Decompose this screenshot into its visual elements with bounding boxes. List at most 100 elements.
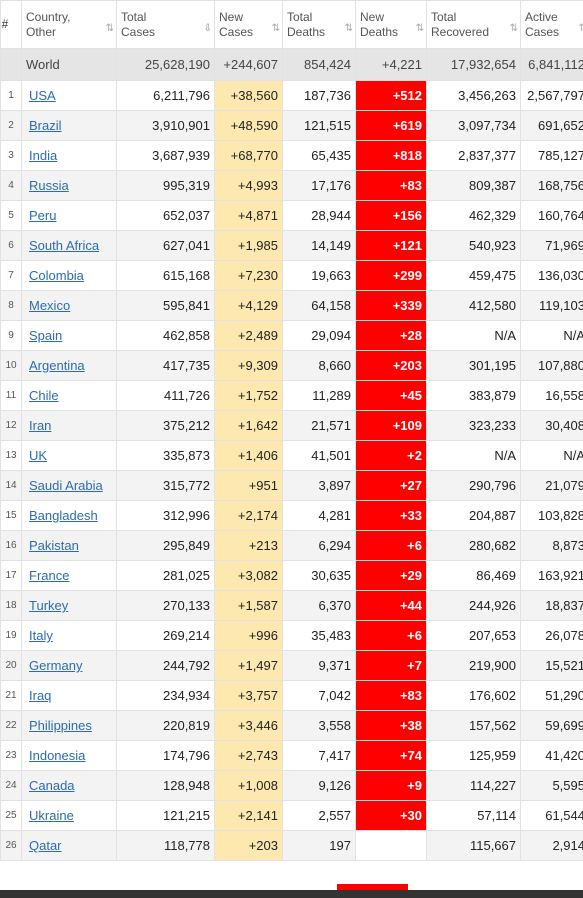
- country-link[interactable]: UK: [29, 448, 48, 463]
- rank-cell: 25: [0, 800, 22, 831]
- new-deaths-cell: +28: [355, 320, 427, 351]
- country-link[interactable]: France: [29, 568, 70, 583]
- total-cases-cell: 627,041: [116, 230, 215, 261]
- total-recovered-cell: 459,475: [426, 260, 521, 291]
- country-link[interactable]: Bangladesh: [29, 508, 98, 523]
- new-deaths-cell: +619: [355, 110, 427, 141]
- sort-icon[interactable]: ⇅: [344, 23, 354, 34]
- country-link[interactable]: Peru: [29, 208, 57, 223]
- country-link[interactable]: Saudi Arabia: [29, 478, 103, 493]
- new-cases-cell: +3,757: [214, 680, 283, 711]
- rank-cell: 4: [0, 170, 22, 201]
- country-link[interactable]: Spain: [29, 328, 63, 343]
- active-cases-cell: 5,595: [520, 770, 583, 801]
- total-cases-cell: 128,948: [116, 770, 215, 801]
- new-cases-cell: +9,309: [214, 350, 283, 381]
- total-recovered-cell: 204,887: [426, 500, 521, 531]
- country-link[interactable]: Canada: [29, 778, 75, 793]
- rank-cell: 10: [0, 350, 22, 381]
- total-cases-cell: 375,212: [116, 410, 215, 441]
- rank-cell: 7: [0, 260, 22, 291]
- total-recovered-cell: 462,329: [426, 200, 521, 231]
- country-link[interactable]: Argentina: [29, 358, 85, 373]
- new-deaths-header[interactable]: New Deaths ⇅: [355, 0, 427, 49]
- total-cases-cell: 220,819: [116, 710, 215, 741]
- country-link[interactable]: Chile: [29, 388, 59, 403]
- new-deaths-cell: +121: [355, 230, 427, 261]
- total-recovered-cell: 809,387: [426, 170, 521, 201]
- country-link[interactable]: USA: [29, 88, 56, 103]
- table-row: 16 Pakistan 295,849 +213 6,294 +6 280,682 8,873: [0, 530, 583, 561]
- active-cases-cell: 16,558: [520, 380, 583, 411]
- country-link[interactable]: Germany: [29, 658, 83, 673]
- country-link[interactable]: Iraq: [29, 688, 52, 703]
- new-deaths-cell: +27: [355, 470, 427, 501]
- total-recovered-cell: 207,653: [426, 620, 521, 651]
- country-link[interactable]: Qatar: [29, 838, 62, 853]
- country-link[interactable]: Pakistan: [29, 538, 79, 553]
- country-link[interactable]: Mexico: [29, 298, 71, 313]
- new-cases-header[interactable]: New Cases ⇅: [214, 0, 283, 49]
- active-cases-cell: 2,914: [520, 830, 583, 861]
- total-cases-cell: 295,849: [116, 530, 215, 561]
- country-cell: Colombia: [21, 260, 117, 291]
- sort-icon[interactable]: ⇅: [579, 21, 583, 36]
- total-deaths-cell: 187,736: [282, 80, 356, 111]
- covid-stats-table: # Country, Other ⇅ Total Cases ⇩ New Cases ⇅ Total…: [0, 0, 583, 861]
- active-cases-cell: 2,567,797: [520, 80, 583, 111]
- country-cell: Italy: [21, 620, 117, 651]
- country-link[interactable]: Russia: [29, 178, 69, 193]
- sort-icon[interactable]: ⇩: [203, 23, 213, 34]
- country-link[interactable]: India: [29, 148, 58, 163]
- total-recovered-cell: 301,195: [426, 350, 521, 381]
- country-link[interactable]: Indonesia: [29, 748, 86, 763]
- new-cases-cell: +1,008: [214, 770, 283, 801]
- new-cases-cell: +4,871: [214, 200, 283, 231]
- rank-cell: 5: [0, 200, 22, 231]
- total-deaths-cell: 7,042: [282, 680, 356, 711]
- table-body: World 25,628,190 +244,607 854,424 +4,221 17,9…: [0, 48, 583, 861]
- country-link[interactable]: Brazil: [29, 118, 62, 133]
- country-link[interactable]: Colombia: [29, 268, 84, 283]
- total-recovered-cell: 2,837,377: [426, 140, 521, 171]
- table-row: 15 Bangladesh 312,996 +2,174 4,281 +33 204,887…: [0, 500, 583, 531]
- country-link[interactable]: Iran: [29, 418, 52, 433]
- total-deaths-cell: 3,897: [282, 470, 356, 501]
- country-link[interactable]: Turkey: [29, 598, 69, 613]
- total-deaths-header[interactable]: Total Deaths ⇅: [282, 0, 356, 49]
- total-recovered-cell: 3,456,263: [426, 80, 521, 111]
- new-cases-cell: +996: [214, 620, 283, 651]
- rank-cell: 21: [0, 680, 22, 711]
- active-cases-cell: 785,127: [520, 140, 583, 171]
- table-row: 23 Indonesia 174,796 +2,743 7,417 +74 125,959 4…: [0, 740, 583, 771]
- country-header[interactable]: Country, Other ⇅: [21, 0, 117, 49]
- country-link[interactable]: South Africa: [29, 238, 100, 253]
- new-deaths-header-label: New Deaths: [360, 9, 399, 39]
- country-link[interactable]: Ukraine: [29, 808, 74, 823]
- table-row: 19 Italy 269,214 +996 35,483 +6 207,653 26,078: [0, 620, 583, 651]
- total-cases-cell: 270,133: [116, 590, 215, 621]
- total-cases-header[interactable]: Total Cases ⇩: [116, 0, 215, 49]
- new-deaths-cell: +9: [355, 770, 427, 801]
- sort-icon[interactable]: ⇅: [415, 23, 425, 34]
- country-cell: Saudi Arabia: [21, 470, 117, 501]
- sort-icon[interactable]: ⇅: [509, 23, 519, 34]
- active-cases-cell: 691,652: [520, 110, 583, 141]
- total-deaths-cell: 19,663: [282, 260, 356, 291]
- new-deaths-cell: +818: [355, 140, 427, 171]
- country-link[interactable]: Philippines: [29, 718, 92, 733]
- active-cases-cell: 119,103: [520, 290, 583, 321]
- new-cases-cell: +2,743: [214, 740, 283, 771]
- total-deaths-cell: 6,294: [282, 530, 356, 561]
- table-row: 22 Philippines 220,819 +3,446 3,558 +38 157,56…: [0, 710, 583, 741]
- total-recovered-header[interactable]: Total Recovered ⇅: [426, 0, 521, 49]
- total-deaths-cell: 41,501: [282, 440, 356, 471]
- horizontal-scrollbar[interactable]: [0, 890, 583, 898]
- total-cases-cell: 652,037: [116, 200, 215, 231]
- sort-icon[interactable]: ⇅: [271, 23, 281, 34]
- sort-icon[interactable]: ⇅: [105, 23, 115, 34]
- country-link[interactable]: Italy: [29, 628, 53, 643]
- rank-cell: 2: [0, 110, 22, 141]
- total-cases-cell: 417,735: [116, 350, 215, 381]
